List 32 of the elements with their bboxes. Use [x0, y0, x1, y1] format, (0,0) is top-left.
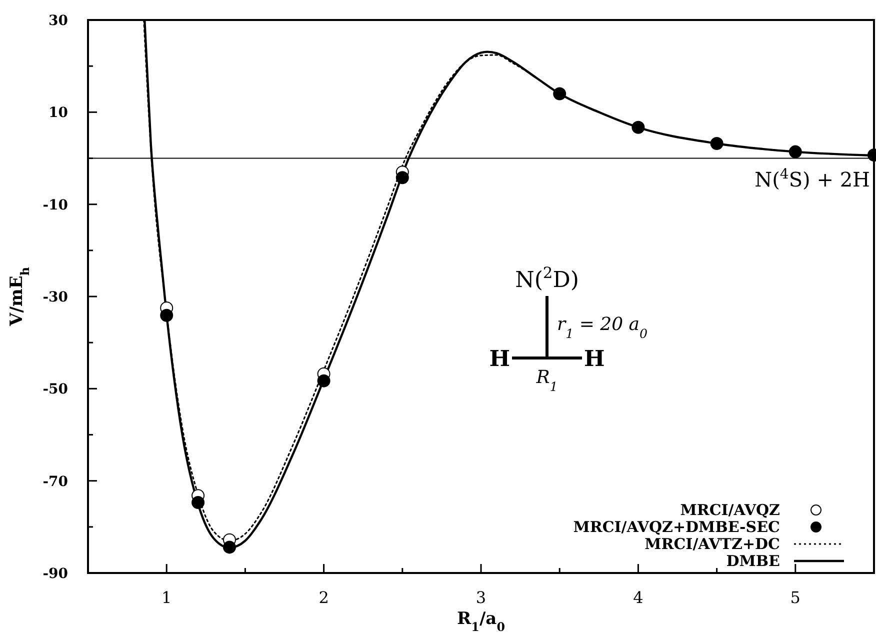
point	[396, 171, 409, 184]
point	[192, 496, 205, 509]
annotation: r$_{1}$ = 20 a$_{0}$	[557, 314, 648, 340]
point	[160, 308, 174, 322]
y-tick-label: -30	[42, 290, 68, 306]
point	[710, 137, 724, 150]
y-tick-label: 30	[48, 13, 68, 29]
ref-line-label: N($^{4}$S) + 2H	[754, 166, 870, 192]
annotation: H	[489, 346, 510, 372]
x-tick-label: 4	[633, 588, 644, 607]
annotation: R$_{1}$	[535, 367, 558, 394]
y-tick-label: -90	[42, 566, 68, 582]
y-tick-label: -70	[42, 474, 68, 490]
point	[553, 87, 566, 100]
annotation: N($^{2}$D)	[515, 264, 579, 293]
legend-label: MRCI/AVQZ	[680, 501, 780, 519]
y-tick-label: -50	[42, 382, 68, 398]
x-axis-title: R$_{1}$/a$_{0}$	[457, 609, 505, 634]
legend-label: DMBE	[726, 552, 780, 570]
y-tick-label: -10	[42, 197, 68, 214]
legend-label: MRCI/AVTZ+DC	[644, 535, 780, 553]
x-tick-label: 2	[318, 588, 329, 607]
point	[788, 145, 802, 158]
legend-label: MRCI/AVQZ+DMBE-SEC	[573, 518, 780, 536]
x-tick-label: 5	[790, 588, 800, 607]
y-tick-label: 10	[48, 105, 68, 122]
x-tick-label: 1	[162, 588, 172, 607]
x-tick-label: 3	[476, 588, 486, 607]
point	[632, 120, 645, 134]
point	[222, 540, 236, 554]
annotation: H	[584, 346, 605, 372]
point	[317, 374, 330, 388]
